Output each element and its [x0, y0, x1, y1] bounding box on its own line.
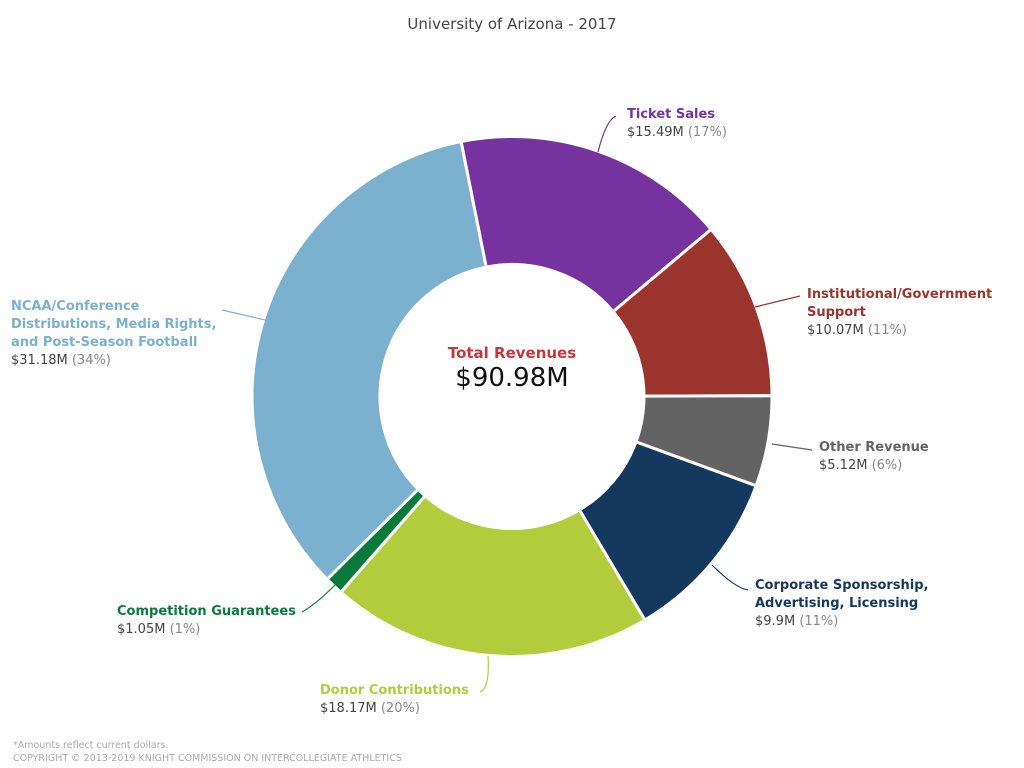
label-other-revenue: Other Revenue $5.12M (6%) [819, 439, 929, 475]
slice-name: Donor Contributions [320, 683, 469, 698]
leader-line-institutional [754, 295, 801, 308]
slice-name: Other Revenue [819, 440, 929, 455]
slice-name: NCAA/Conference Distributions, Media Rig… [11, 299, 217, 350]
slice-name: Institutional/Government Support [807, 287, 993, 320]
label-ticket-sales: Ticket Sales $15.49M (17%) [627, 106, 727, 142]
label-donor: Donor Contributions $18.17M (20%) [320, 682, 469, 718]
leader-line-ncaa [221, 309, 266, 321]
slice-percent: (11%) [799, 614, 839, 629]
leader-line-donor [479, 655, 489, 693]
leader-line-ticket-sales [597, 115, 617, 153]
slice-value: $31.18M [11, 353, 68, 368]
leader-line-corporate [711, 564, 749, 591]
slice-percent: (6%) [871, 458, 903, 473]
center-total: Total Revenues $90.98M [412, 344, 612, 394]
slice-value: $9.9M [755, 614, 796, 629]
copyright: COPYRIGHT © 2013-2019 KNIGHT COMMISSION … [13, 753, 402, 764]
slice-percent: (11%) [867, 323, 907, 338]
slice-name: Corporate Sponsorship, Advertising, Lice… [755, 578, 929, 611]
label-competition: Competition Guarantees $1.05M (1%) [117, 603, 296, 639]
slice-value: $10.07M [807, 323, 864, 338]
label-ncaa: NCAA/Conference Distributions, Media Rig… [11, 298, 226, 370]
slice-percent: (34%) [71, 353, 111, 368]
chart-title: University of Arizona - 2017 [407, 15, 617, 33]
slice-value: $15.49M [627, 125, 684, 140]
slice-name: Competition Guarantees [117, 604, 296, 619]
center-label: Total Revenues [447, 344, 577, 362]
label-institutional: Institutional/Government Support $10.07M… [807, 286, 1007, 340]
footnote: *Amounts reflect current dollars. [13, 740, 169, 751]
center-value: $90.98M [455, 363, 569, 393]
slice-value: $1.05M [117, 622, 166, 637]
leader-line-other-revenue [771, 443, 813, 451]
donut-slice-0 [459, 135, 714, 314]
slice-percent: (20%) [380, 701, 420, 716]
slice-percent: (17%) [687, 125, 727, 140]
donut-slice-6 [250, 139, 488, 582]
donut-slice-4 [338, 493, 647, 658]
leader-line-competition [301, 584, 336, 613]
label-corporate: Corporate Sponsorship, Advertising, Lice… [755, 577, 945, 631]
slice-value: $18.17M [320, 701, 377, 716]
slice-percent: (1%) [169, 622, 201, 637]
slice-value: $5.12M [819, 458, 868, 473]
slice-name: Ticket Sales [627, 107, 716, 122]
